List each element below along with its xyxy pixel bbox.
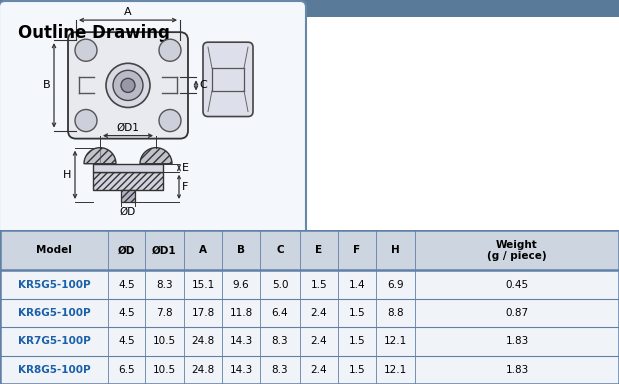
Text: E: E — [316, 245, 322, 255]
Circle shape — [75, 109, 97, 132]
FancyBboxPatch shape — [203, 42, 253, 116]
Text: 0.87: 0.87 — [506, 308, 529, 318]
Circle shape — [113, 70, 143, 101]
Text: 1.5: 1.5 — [348, 365, 365, 375]
Text: B: B — [237, 245, 245, 255]
Text: ØD1: ØD1 — [152, 245, 177, 255]
Text: 8.3: 8.3 — [272, 336, 288, 346]
Bar — [0, 230, 619, 270]
Text: F: F — [182, 182, 188, 192]
Text: 10.5: 10.5 — [153, 365, 176, 375]
Text: 14.3: 14.3 — [230, 336, 253, 346]
Text: ØD: ØD — [120, 207, 136, 217]
Circle shape — [159, 39, 181, 61]
Text: KR5G5-100P: KR5G5-100P — [18, 280, 90, 290]
Text: Outline Drawing: Outline Drawing — [18, 24, 170, 42]
Text: C: C — [276, 245, 284, 255]
Bar — [93, 164, 163, 172]
Text: ØD1: ØD1 — [116, 122, 139, 132]
Text: 2.4: 2.4 — [311, 308, 327, 318]
Wedge shape — [84, 148, 116, 164]
Text: 1.83: 1.83 — [505, 365, 529, 375]
Text: 8.3: 8.3 — [272, 365, 288, 375]
Text: 8.3: 8.3 — [156, 280, 173, 290]
Text: 6.9: 6.9 — [387, 280, 404, 290]
Text: A: A — [124, 7, 132, 17]
Text: A: A — [199, 245, 207, 255]
Text: C: C — [199, 80, 207, 90]
Text: E: E — [182, 163, 189, 173]
Text: 10.5: 10.5 — [153, 336, 176, 346]
Text: H: H — [391, 245, 400, 255]
Text: 1.5: 1.5 — [311, 280, 327, 290]
Text: 5.0: 5.0 — [272, 280, 288, 290]
Text: 24.8: 24.8 — [191, 336, 215, 346]
Text: Model: Model — [36, 245, 72, 255]
Text: 15.1: 15.1 — [191, 280, 215, 290]
Text: 9.6: 9.6 — [233, 280, 249, 290]
Circle shape — [121, 78, 135, 93]
Circle shape — [106, 63, 150, 108]
Bar — [121, 190, 135, 202]
Text: 12.1: 12.1 — [384, 365, 407, 375]
Text: H: H — [63, 170, 71, 180]
Text: KR6G5-100P: KR6G5-100P — [18, 308, 90, 318]
Text: F: F — [353, 245, 360, 255]
Text: 4.5: 4.5 — [118, 308, 135, 318]
Text: 4.5: 4.5 — [118, 280, 135, 290]
Bar — [93, 172, 163, 190]
Text: 1.83: 1.83 — [505, 336, 529, 346]
Text: Weight
(g / piece): Weight (g / piece) — [487, 240, 547, 261]
Text: 2.4: 2.4 — [311, 365, 327, 375]
Text: 1.4: 1.4 — [348, 280, 365, 290]
Text: 0.45: 0.45 — [506, 280, 529, 290]
FancyBboxPatch shape — [0, 1, 306, 239]
Text: B: B — [42, 80, 50, 90]
Text: 7.8: 7.8 — [156, 308, 173, 318]
Text: 4.5: 4.5 — [118, 336, 135, 346]
Text: ØD: ØD — [118, 245, 135, 255]
Text: KR7G5-100P: KR7G5-100P — [17, 336, 90, 346]
Text: 2.4: 2.4 — [311, 336, 327, 346]
Text: 8.8: 8.8 — [387, 308, 404, 318]
FancyBboxPatch shape — [68, 32, 188, 139]
Text: 1.5: 1.5 — [348, 336, 365, 346]
Circle shape — [159, 109, 181, 132]
Text: 1.5: 1.5 — [348, 308, 365, 318]
Text: 14.3: 14.3 — [230, 365, 253, 375]
Circle shape — [75, 39, 97, 61]
Text: 24.8: 24.8 — [191, 365, 215, 375]
Bar — [0, 0, 619, 17]
Text: 6.5: 6.5 — [118, 365, 135, 375]
Text: 11.8: 11.8 — [230, 308, 253, 318]
Wedge shape — [140, 148, 172, 164]
Text: 12.1: 12.1 — [384, 336, 407, 346]
Text: 17.8: 17.8 — [191, 308, 215, 318]
Text: KR8G5-100P: KR8G5-100P — [18, 365, 90, 375]
Text: 6.4: 6.4 — [272, 308, 288, 318]
